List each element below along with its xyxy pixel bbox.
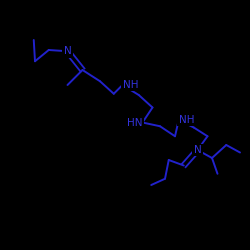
Text: NH: NH [122, 80, 138, 90]
Text: HN: HN [127, 118, 142, 128]
Text: N: N [194, 145, 202, 155]
Text: N: N [64, 46, 72, 56]
Text: NH: NH [179, 115, 194, 125]
